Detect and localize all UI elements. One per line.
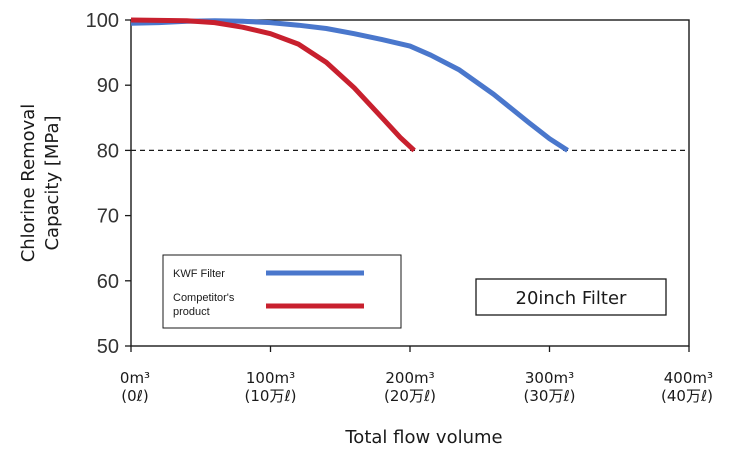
y-tick-label: 70 bbox=[97, 206, 119, 228]
y-tick-label: 90 bbox=[97, 75, 119, 97]
x-axis-title: Total flow volume bbox=[344, 427, 502, 448]
legend-box bbox=[162, 254, 402, 329]
legend: KWF Filter Competitor's product bbox=[162, 254, 402, 329]
legend-label-competitor-line-1: Competitor's bbox=[173, 292, 235, 304]
y-axis-title-line-2: Capacity [MPa] bbox=[42, 115, 63, 250]
y-axis-title-line-1: Chlorine Removal bbox=[18, 104, 39, 263]
legend-label-kwf: KWF Filter bbox=[173, 268, 225, 280]
annotation-text: 20inch Filter bbox=[516, 288, 628, 309]
x-tick-sublabel: (20万ℓ) bbox=[384, 387, 436, 405]
x-tick-label: 0m³ bbox=[120, 369, 150, 387]
x-tick-sublabel: (0ℓ) bbox=[121, 387, 148, 405]
x-tick-sublabel: (40万ℓ) bbox=[661, 387, 713, 405]
y-axis: 100 90 80 70 60 50 bbox=[86, 10, 131, 358]
annotation-box bbox=[475, 278, 667, 316]
y-tick-label: 60 bbox=[97, 271, 119, 293]
x-tick-sublabel: (10万ℓ) bbox=[245, 387, 297, 405]
series-line-competitor bbox=[130, 17, 416, 153]
y-tick-label: 80 bbox=[97, 140, 119, 162]
x-tick-label: 100m³ bbox=[246, 369, 295, 387]
y-tick-label: 100 bbox=[86, 10, 119, 32]
legend-label-competitor-line-2: product bbox=[173, 306, 210, 318]
x-tick-sublabel: (30万ℓ) bbox=[524, 387, 576, 405]
x-tick-label: 300m³ bbox=[525, 369, 574, 387]
y-tick-label: 50 bbox=[97, 336, 119, 358]
x-tick-label: 200m³ bbox=[385, 369, 434, 387]
x-axis: 0m³(0ℓ) 100m³(10万ℓ) 200m³(20万ℓ) 300m³(30万ℓ)… bbox=[120, 346, 713, 405]
filter-size-annotation: 20inch Filter bbox=[475, 278, 667, 316]
x-tick-label: 400m³ bbox=[664, 369, 713, 387]
